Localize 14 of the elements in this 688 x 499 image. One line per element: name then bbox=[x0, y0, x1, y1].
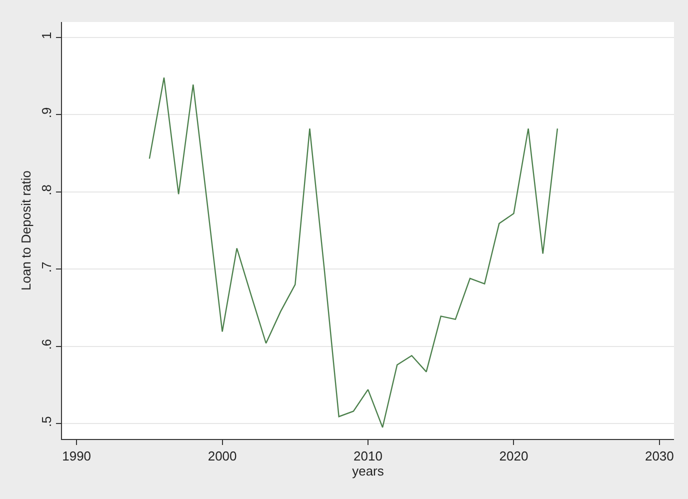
y-tick-label: .7 bbox=[38, 262, 54, 273]
x-tick-label: 2030 bbox=[644, 448, 674, 464]
y-tick-label: 1 bbox=[38, 32, 54, 40]
x-tick-label: 2000 bbox=[208, 448, 237, 464]
y-tick-label: .9 bbox=[38, 107, 54, 118]
y-tick-label: .5 bbox=[38, 416, 54, 428]
x-tick-label: 2010 bbox=[354, 448, 382, 464]
x-axis-title: years bbox=[352, 464, 384, 479]
x-tick-label: 1990 bbox=[62, 448, 92, 464]
y-axis-title: Loan to Deposit ratio bbox=[18, 170, 34, 290]
y-tick-label: .6 bbox=[38, 338, 54, 350]
line-series bbox=[148, 77, 558, 428]
x-tick-label: 2020 bbox=[499, 448, 528, 464]
y-tick-label: .8 bbox=[38, 184, 54, 196]
